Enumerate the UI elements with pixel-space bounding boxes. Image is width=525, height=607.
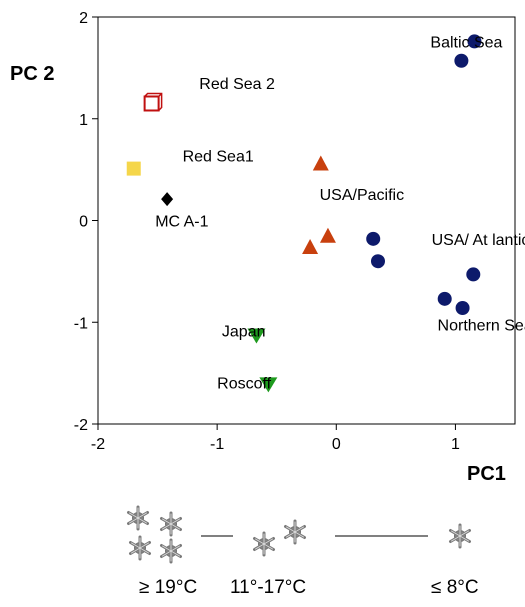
x-tick-label: -1 xyxy=(210,436,224,453)
y-tick-label: 2 xyxy=(79,10,88,27)
y-tick-label: 1 xyxy=(79,112,88,129)
y-tick-label: -2 xyxy=(74,417,88,434)
temp-label-cold: ≤ 8°C xyxy=(431,577,479,598)
point-label: Roscoff xyxy=(217,375,272,392)
point-label: Japan xyxy=(222,323,266,340)
point-label: USA/ At lantic xyxy=(432,232,525,249)
snowflake-crystal-icon xyxy=(160,511,182,537)
data-point-triangle-up xyxy=(319,227,336,243)
data-point-circle xyxy=(454,53,469,68)
point-label: USA/Pacific xyxy=(320,187,404,204)
temp-label-warm: ≥ 19°C xyxy=(139,577,197,598)
y-tick-label: -1 xyxy=(74,315,88,332)
snowflake-crystal-icon xyxy=(129,535,151,561)
x-tick-label: 0 xyxy=(332,436,341,453)
x-axis-title: PC1 xyxy=(467,463,506,485)
data-point-circle xyxy=(366,231,381,246)
y-tick-label: 0 xyxy=(79,214,88,231)
temperature-legend: ≥ 19°C 11°-17°C ≤ 8°C xyxy=(127,505,479,598)
point-label: Red Sea 2 xyxy=(199,76,275,93)
point-label: MC A-1 xyxy=(155,214,208,231)
data-point-circle xyxy=(467,34,482,49)
point-label: Baltic Sea xyxy=(430,35,502,52)
data-point-square xyxy=(126,161,141,176)
point-label: Northern Sea xyxy=(438,317,525,334)
square-depth xyxy=(144,92,163,112)
y-axis-title: PC 2 xyxy=(10,63,54,85)
data-point-triangle-down xyxy=(259,377,278,393)
axis-ticks: -2 -1 0 1 2 1 0 -1 -2 xyxy=(74,10,460,453)
data-point-circle xyxy=(370,254,385,269)
x-tick-label: 1 xyxy=(451,436,460,453)
snowflake-crystal-icon xyxy=(253,531,275,557)
data-point-circle xyxy=(455,301,470,316)
data-point-diamond xyxy=(161,192,174,207)
snowflake-crystal-icon xyxy=(284,519,306,545)
snowflake-crystal-icon xyxy=(160,538,182,564)
data-points xyxy=(126,34,482,393)
data-point-triangle-up xyxy=(312,155,329,171)
data-point-square-open xyxy=(143,92,163,112)
snowflake-crystal-icon xyxy=(449,523,471,549)
x-tick-label: -2 xyxy=(91,436,105,453)
temp-label-mid: 11°-17°C xyxy=(230,577,306,598)
data-point-triangle-down xyxy=(247,328,266,344)
data-point-triangle-up xyxy=(302,238,319,254)
point-label: Red Sea1 xyxy=(183,148,254,165)
point-labels: Baltic Sea Red Sea 2 Red Sea1 MC A-1 USA/Pac… xyxy=(155,35,525,393)
snowflake-crystal-icon xyxy=(127,505,149,531)
data-point-circle xyxy=(437,291,452,306)
data-point-circle xyxy=(466,267,481,282)
square-front xyxy=(143,95,160,112)
